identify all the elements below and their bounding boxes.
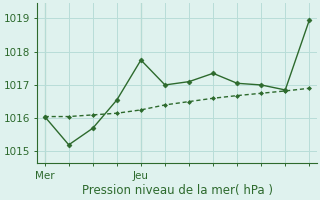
- X-axis label: Pression niveau de la mer( hPa ): Pression niveau de la mer( hPa ): [82, 184, 273, 197]
